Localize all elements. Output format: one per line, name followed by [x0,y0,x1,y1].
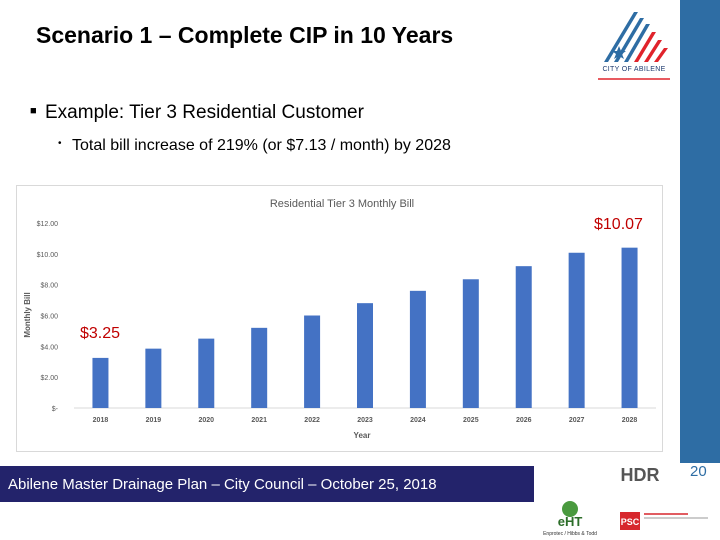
x-tick-group: 2018 2019 2020 2021 2022 2023 2024 2025 2026 2027… [93,417,638,424]
footer-bar: Abilene Master Drainage Plan – City Coun… [0,466,534,502]
bar-chart: Residential Tier 3 Monthly Bill Monthly … [16,185,663,452]
x-tick-label: 2026 [516,417,532,424]
bar-2020 [198,338,215,408]
bullet-level-1: ■ Example: Tier 3 Residential Customer [30,102,364,124]
bullet-1-text: Example: Tier 3 Residential Customer [45,102,364,123]
footer-text: Abilene Master Drainage Plan – City Coun… [8,476,437,493]
bar-2022 [304,315,321,408]
chart-container: Residential Tier 3 Monthly Bill Monthly … [16,185,663,452]
y-tick-label: $- [52,406,59,413]
chart-frame [16,185,663,452]
x-tick-label: 2028 [622,417,638,424]
x-tick-label: 2024 [410,417,426,424]
y-axis-label: Monthly Bill [23,292,32,337]
square-bullet-icon: ■ [30,104,37,117]
x-tick-label: 2021 [251,417,267,424]
slide-title: Scenario 1 – Complete CIP in 10 Years [36,22,454,48]
psc-logo: PSC [620,512,708,530]
bar-group [92,247,638,408]
y-tick-label: $10.00 [37,252,59,259]
x-tick-label: 2023 [357,417,373,424]
dot-bullet-icon: • [58,138,62,150]
bar-2018 [92,357,109,408]
x-axis-label: Year [354,431,371,440]
logo-text: CITY OF ABILENE [602,66,666,73]
y-tick-label: $6.00 [40,314,58,321]
bar-2019 [145,348,162,408]
bullet-2-text: Total bill increase of 219% (or $7.13 / … [72,137,451,154]
page-number: 20 [690,463,707,480]
eht-logo-text: eHT [558,514,583,529]
callout-final-value: $10.07 [594,216,643,233]
eht-logo: eHT Enprotec / Hibbs & Todd [543,501,597,537]
bar-2028 [621,247,638,408]
y-tick-label: $8.00 [40,283,58,290]
bar-2021 [251,327,268,408]
x-tick-label: 2019 [146,417,162,424]
hdr-logo: HDR [621,465,660,485]
y-tick-group: $- $2.00 $4.00 $6.00 $8.00 $10.00 $12.00 [37,221,59,413]
x-tick-label: 2025 [463,417,479,424]
y-tick-label: $12.00 [37,221,59,228]
chart-title: Residential Tier 3 Monthly Bill [270,198,414,210]
city-of-abilene-logo [598,12,670,80]
sidebar-accent-bar [680,0,720,463]
x-tick-label: 2020 [198,417,214,424]
bullet-level-2: • Total bill increase of 219% (or $7.13 /… [58,137,451,155]
callout-initial-value: $3.25 [80,325,121,342]
y-tick-label: $2.00 [40,375,58,382]
bar-2023 [357,303,373,408]
bar-2024 [409,290,426,408]
x-tick-label: 2027 [569,417,585,424]
x-tick-label: 2022 [304,417,320,424]
bar-2026 [515,266,532,408]
y-tick-label: $4.00 [40,344,58,351]
hdr-logo-text: HDR [621,465,660,485]
bar-2027 [568,252,585,408]
bar-2025 [462,279,479,408]
eht-caption: Enprotec / Hibbs & Todd [543,531,597,537]
psc-logo-text: PSC [621,517,640,527]
x-tick-label: 2018 [93,417,109,424]
